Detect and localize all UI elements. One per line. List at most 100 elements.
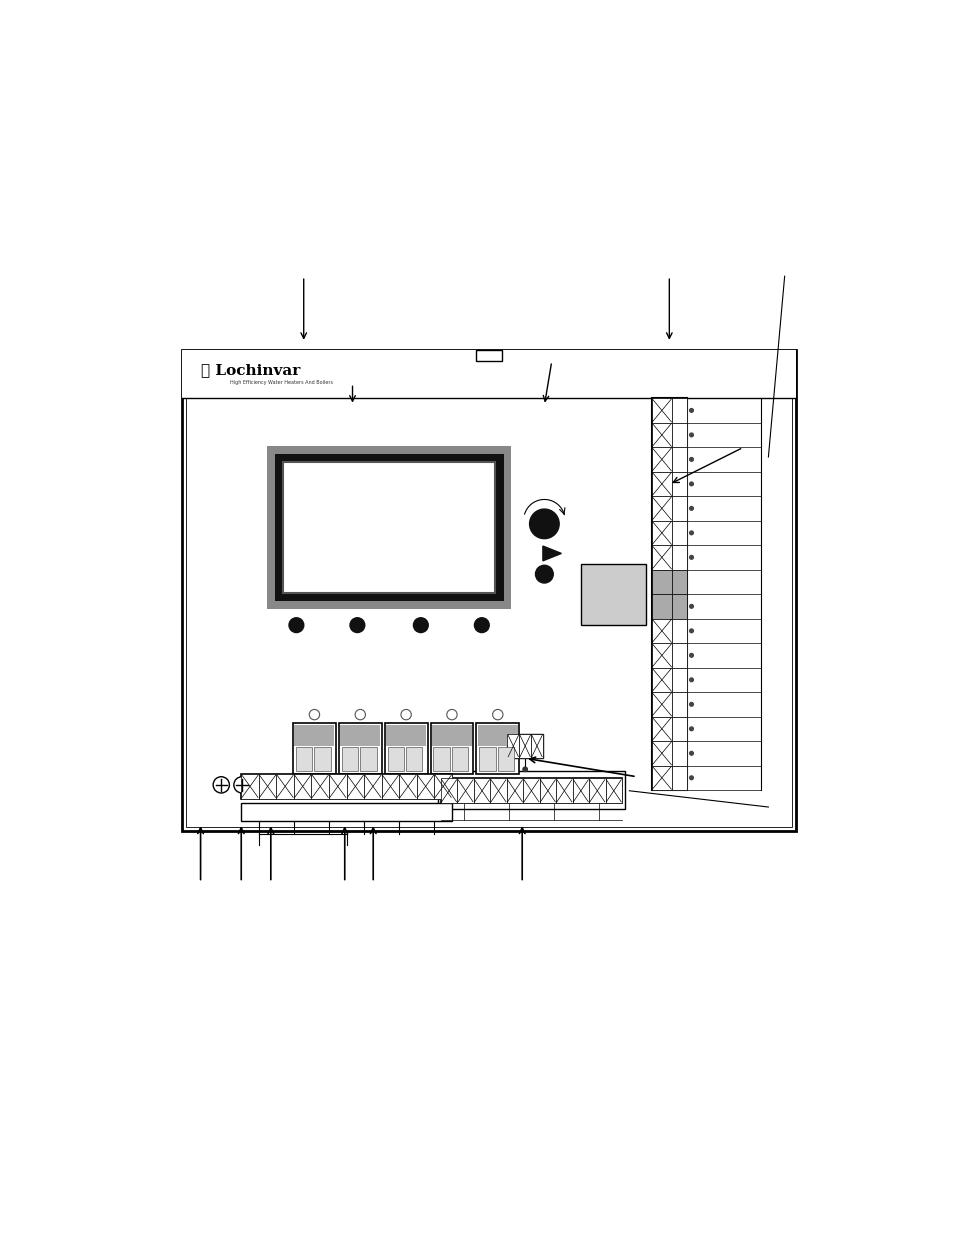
Circle shape — [522, 767, 527, 772]
Bar — [651, 447, 672, 472]
Circle shape — [309, 709, 319, 720]
Bar — [329, 774, 346, 799]
Bar — [241, 774, 258, 799]
Bar — [672, 692, 686, 716]
Bar — [580, 564, 646, 625]
Bar — [672, 521, 686, 545]
Bar — [241, 774, 452, 799]
Bar — [258, 774, 276, 799]
Bar — [416, 774, 434, 799]
Bar — [539, 778, 556, 803]
Bar — [651, 398, 686, 790]
Circle shape — [689, 727, 693, 731]
Bar — [672, 594, 686, 619]
Circle shape — [689, 506, 693, 510]
Bar — [672, 668, 686, 692]
Bar — [283, 462, 495, 593]
Bar — [506, 778, 522, 803]
Bar — [433, 747, 449, 771]
Bar — [651, 716, 672, 741]
Circle shape — [689, 751, 693, 755]
Bar — [406, 747, 422, 771]
Bar — [434, 774, 452, 799]
Circle shape — [400, 709, 411, 720]
Bar — [651, 594, 672, 619]
Bar — [341, 747, 357, 771]
Bar — [295, 747, 312, 771]
Bar — [531, 734, 542, 758]
Circle shape — [355, 709, 365, 720]
Bar — [672, 398, 686, 422]
Bar — [672, 422, 686, 447]
Bar — [386, 725, 426, 746]
Bar — [651, 692, 672, 716]
Bar — [507, 734, 518, 758]
Bar — [338, 724, 381, 774]
Bar — [182, 350, 795, 831]
Bar — [572, 778, 588, 803]
Bar — [430, 724, 473, 774]
Circle shape — [689, 482, 693, 485]
Bar — [311, 774, 329, 799]
Bar — [651, 668, 672, 692]
Bar — [651, 422, 672, 447]
Bar — [556, 778, 572, 803]
Bar — [588, 778, 605, 803]
Bar — [651, 643, 672, 668]
Bar — [672, 766, 686, 790]
Circle shape — [535, 566, 553, 583]
Bar — [490, 778, 506, 803]
Bar — [340, 725, 380, 746]
Bar — [276, 774, 294, 799]
Bar — [364, 774, 381, 799]
Bar — [651, 398, 672, 422]
Bar — [440, 778, 621, 803]
Circle shape — [689, 457, 693, 461]
Bar — [672, 496, 686, 521]
Text: ❧ Lochinvar: ❧ Lochinvar — [200, 363, 299, 378]
Circle shape — [213, 777, 229, 793]
Circle shape — [689, 433, 693, 437]
Bar — [456, 778, 474, 803]
Bar — [522, 778, 539, 803]
Bar — [672, 447, 686, 472]
Circle shape — [474, 618, 489, 632]
Circle shape — [689, 409, 693, 412]
Bar — [507, 734, 542, 758]
Bar — [672, 472, 686, 496]
Bar — [651, 619, 672, 643]
Bar — [294, 774, 311, 799]
Circle shape — [492, 709, 502, 720]
Bar — [651, 569, 672, 594]
Bar — [476, 350, 501, 361]
Circle shape — [413, 618, 428, 632]
Circle shape — [689, 629, 693, 632]
Bar — [672, 716, 686, 741]
Bar — [672, 741, 686, 766]
Bar — [314, 747, 331, 771]
Circle shape — [689, 678, 693, 682]
Bar — [474, 778, 490, 803]
Circle shape — [289, 618, 303, 632]
Circle shape — [689, 703, 693, 706]
Bar — [651, 545, 672, 569]
Bar — [651, 521, 672, 545]
Bar — [267, 446, 511, 609]
Circle shape — [689, 556, 693, 559]
Circle shape — [233, 777, 250, 793]
Bar — [399, 774, 416, 799]
Bar — [672, 643, 686, 668]
Bar — [182, 350, 795, 398]
Text: High Efficiency Water Heaters And Boilers: High Efficiency Water Heaters And Boiler… — [230, 380, 333, 385]
Bar — [432, 725, 472, 746]
Bar — [241, 803, 452, 821]
Bar — [651, 766, 672, 790]
Circle shape — [689, 531, 693, 535]
Bar — [294, 725, 335, 746]
Bar — [477, 725, 517, 746]
Bar — [672, 545, 686, 569]
Bar — [274, 453, 503, 601]
Circle shape — [689, 776, 693, 779]
Bar — [478, 747, 495, 771]
Circle shape — [529, 509, 558, 538]
